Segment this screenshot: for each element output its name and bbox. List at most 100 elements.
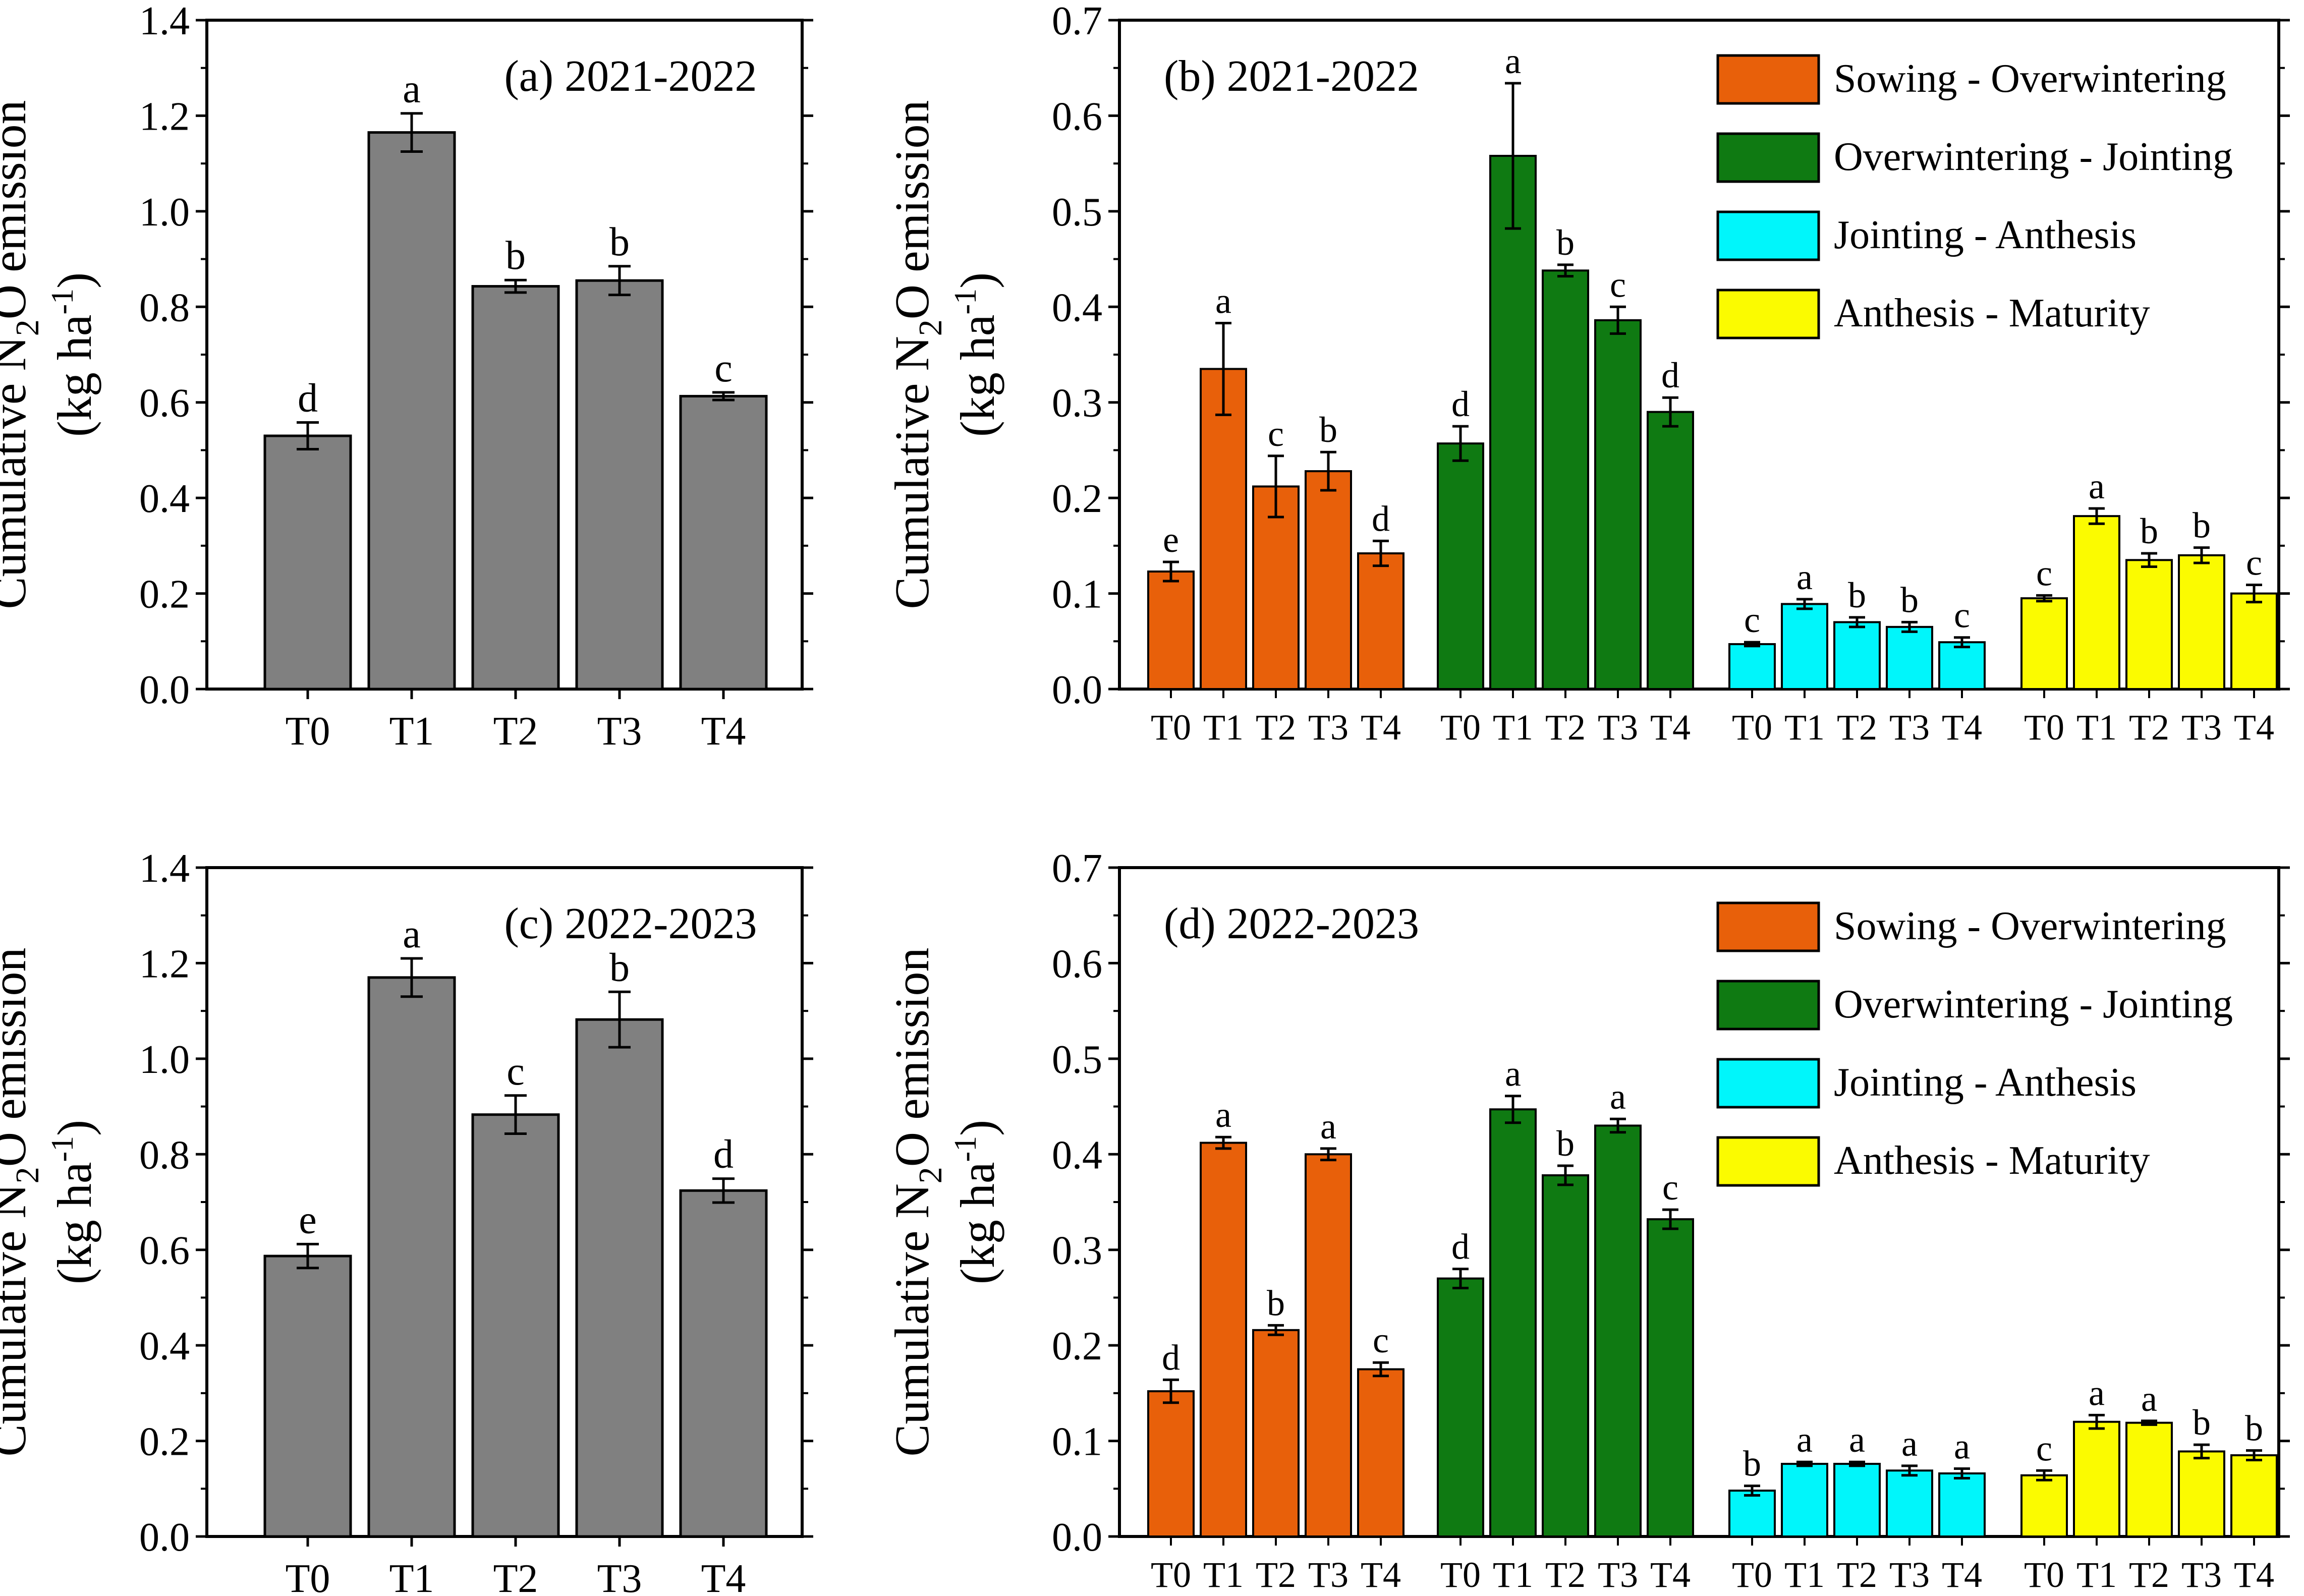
significance-letter: c [714, 346, 733, 390]
significance-letter: a [1796, 557, 1813, 597]
panel-a-yunit: (kg ha-1) [45, 272, 101, 437]
legend-swatch [1716, 980, 1820, 1031]
bar [2020, 1474, 2068, 1537]
significance-letter: a [2141, 1379, 2157, 1419]
x-tick-label: T3 [597, 709, 642, 754]
x-tick-label: T0 [1440, 707, 1481, 748]
y-tick-label: 0.2 [139, 1420, 190, 1464]
x-tick-label: T1 [389, 1557, 434, 1596]
x-tick-label: T3 [1598, 1555, 1638, 1595]
y-tick-label: 0.0 [139, 668, 190, 712]
x-tick-label: T4 [1942, 1555, 1982, 1595]
significance-letter: a [1954, 1427, 1970, 1467]
significance-letter: b [1556, 1123, 1575, 1164]
x-tick-label: T4 [1650, 707, 1691, 748]
significance-letter: b [1900, 580, 1919, 620]
x-tick-label: T4 [2234, 707, 2274, 748]
x-tick-label: T2 [493, 709, 538, 754]
significance-letter: b [2193, 505, 2211, 546]
significance-letter: b [1556, 222, 1575, 263]
bar [1489, 1108, 1537, 1538]
significance-letter: b [1848, 575, 1866, 615]
bar [1833, 621, 1881, 691]
panel-c-ylabel: Cumulative N2O emission [0, 948, 46, 1457]
y-tick-label: 0.5 [1052, 1038, 1102, 1082]
bar [2073, 515, 2120, 690]
significance-letter: c [2036, 553, 2052, 593]
x-tick-label: T2 [2129, 1555, 2169, 1595]
x-tick-label: T2 [1256, 707, 1296, 748]
significance-letter: a [1901, 1423, 1918, 1464]
bar [2230, 592, 2278, 690]
panel-title: (b) 2021-2022 [1164, 52, 1419, 101]
x-tick-label: T4 [1942, 707, 1982, 748]
x-tick-label: T0 [1151, 1555, 1191, 1595]
significance-letter: c [1662, 1167, 1678, 1208]
x-tick-label: T0 [1732, 1555, 1772, 1595]
bar [679, 1189, 768, 1538]
x-tick-label: T2 [1837, 707, 1877, 748]
significance-letter: d [298, 376, 318, 420]
significance-letter: e [1163, 520, 1179, 560]
y-tick-label: 0.0 [139, 1515, 190, 1560]
x-tick-label: T2 [1837, 1555, 1877, 1595]
significance-letter: b [2140, 511, 2158, 551]
panel-c-yunit: (kg ha-1) [45, 1120, 101, 1284]
x-tick-label: T1 [1493, 707, 1533, 748]
y-tick-label: 0.0 [1052, 668, 1102, 712]
legend-swatch [1716, 210, 1820, 261]
significance-letter: a [1849, 1419, 1865, 1460]
bar [263, 1255, 352, 1538]
significance-letter: c [2246, 543, 2262, 583]
legend-label: Overwintering - Jointing [1834, 982, 2233, 1027]
panel-title: (d) 2022-2023 [1164, 899, 1419, 948]
bar [575, 1018, 664, 1538]
significance-letter: e [299, 1198, 317, 1242]
x-tick-label: T3 [1308, 1555, 1348, 1595]
y-tick-label: 1.2 [139, 94, 190, 139]
panel-b: 0.0 0.1 0.2 0.3 0.4 0.5 0.6 0.7 Cumulative N2O e… [885, 0, 2290, 748]
panel-d-yunit: (kg ha-1) [948, 1120, 1004, 1284]
x-tick-label: T1 [2076, 707, 2117, 748]
x-tick-label: T2 [493, 1557, 538, 1596]
y-tick-label: 0.1 [1052, 573, 1102, 617]
significance-letter: b [609, 945, 630, 990]
significance-letter: a [1505, 1054, 1521, 1094]
bar [471, 1113, 560, 1538]
y-tick-label: 0.4 [1052, 286, 1102, 330]
significance-letter: a [1320, 1106, 1336, 1147]
significance-letter: d [1451, 384, 1470, 424]
y-tick-label: 1.4 [139, 0, 190, 43]
significance-letter: b [1319, 410, 1337, 450]
y-tick-label: 0.7 [1052, 0, 1102, 43]
legend-swatch [1716, 132, 1820, 183]
x-tick-label: T3 [597, 1557, 642, 1596]
bar [367, 131, 456, 691]
y-tick-label: 0.8 [139, 286, 190, 330]
bar [1781, 1463, 1828, 1537]
x-tick-label: T4 [1650, 1555, 1691, 1595]
bar [1833, 1463, 1881, 1537]
x-tick-label: T1 [2076, 1555, 2117, 1595]
bar [1357, 1368, 1404, 1537]
significance-letter: b [1267, 1283, 1285, 1323]
panel-a: 0.0 0.2 0.4 0.6 0.8 1.0 1.2 1.4 Cumulative N2O e… [0, 0, 813, 754]
x-tick-label: T2 [1545, 707, 1586, 748]
bar [2020, 597, 2068, 690]
bar [2178, 554, 2225, 691]
y-tick-label: 0.6 [139, 381, 190, 426]
significance-letter: c [507, 1049, 525, 1094]
bar [1647, 411, 1694, 690]
x-tick-label: T1 [1203, 1555, 1244, 1595]
y-tick-label: 1.2 [139, 942, 190, 986]
bar [1886, 625, 1933, 691]
bar [2230, 1454, 2278, 1537]
bar [2125, 559, 2173, 691]
x-tick-label: T3 [1598, 707, 1638, 748]
y-tick-label: 0.8 [139, 1133, 190, 1177]
panel-title: (c) 2022-2023 [504, 899, 757, 948]
bar [1357, 552, 1404, 691]
panel-title: (a) 2021-2022 [504, 52, 757, 101]
significance-letter: b [2245, 1408, 2263, 1449]
y-tick-label: 0.2 [139, 573, 190, 617]
